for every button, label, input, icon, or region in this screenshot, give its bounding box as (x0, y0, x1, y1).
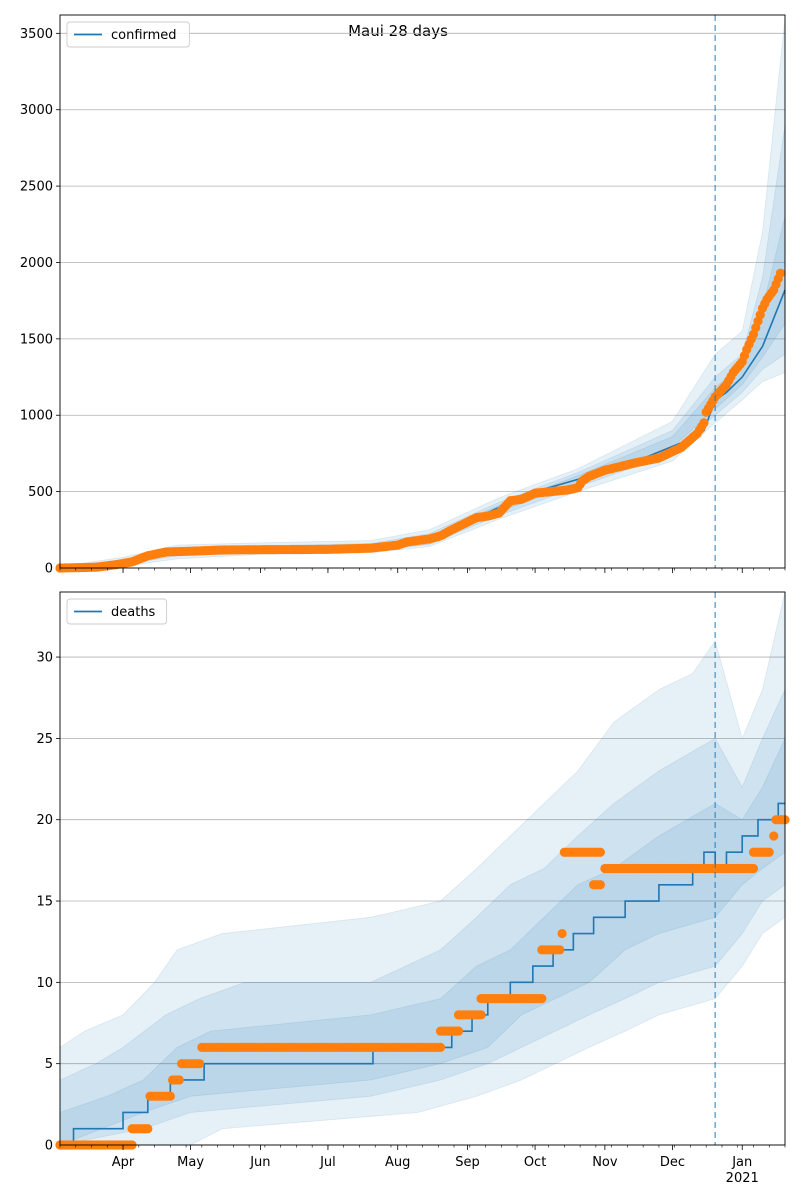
axes-frame (59, 591, 786, 1146)
x-tick-label: Nov (592, 1155, 618, 1170)
x-tick-label: Jun (249, 1155, 270, 1170)
y-tick-label: 0 (45, 1139, 53, 1154)
observed-point (595, 880, 605, 890)
observed-point (555, 945, 565, 955)
x-tick-label: Dec (660, 1155, 685, 1170)
x-tick-label: Sep (455, 1155, 480, 1170)
observed-point (769, 831, 779, 841)
y-tick-label: 10 (36, 976, 53, 991)
y-tick-label: 0 (45, 562, 53, 577)
x-tick-label: Oct (524, 1155, 546, 1170)
observed-point (435, 1042, 446, 1053)
x-tick-label: Jul (319, 1155, 336, 1170)
uncertainty-band-1 (59, 689, 786, 1146)
y-tick-label: 2000 (20, 256, 53, 271)
axes-frame (59, 14, 786, 569)
figure-title: Maui 28 days (348, 22, 448, 40)
x-tick-sublabel: 2021 (726, 1171, 759, 1186)
observed-point (699, 418, 709, 428)
legend-label: confirmed (111, 28, 177, 43)
uncertainty-band-0 (59, 591, 786, 1146)
y-tick-label: 30 (36, 651, 53, 666)
observed-point (174, 1075, 184, 1085)
legend-label: deaths (111, 605, 156, 620)
y-tick-label: 25 (36, 732, 53, 747)
legend-box (66, 21, 190, 48)
y-tick-label: 3000 (20, 103, 53, 118)
observed-point (165, 1091, 175, 1101)
y-tick-label: 500 (28, 485, 53, 500)
legend-box (66, 598, 168, 625)
y-tick-label: 20 (36, 813, 53, 828)
observed-point (453, 1026, 464, 1036)
uncertainty-band-2 (59, 216, 786, 569)
observed-point (194, 1059, 205, 1069)
y-tick-label: 15 (36, 895, 53, 910)
observed-point (775, 268, 786, 278)
x-tick-label: Apr (112, 1155, 135, 1170)
observed-point (143, 1124, 153, 1134)
x-tick-label: May (177, 1155, 204, 1170)
y-tick-label: 2500 (20, 180, 53, 195)
observed-point (557, 928, 567, 939)
deaths-panel: 0 5 10 15 20 25 30 Apr May Jun Jul Aug Sep Oct Nov Dec J… (36, 591, 790, 1186)
confirmed-panel: 0 500 1000 1500 2000 2500 3000 3500 confirmed (20, 14, 786, 577)
y-tick-label: 1500 (20, 332, 53, 347)
x-tick-label: Jan (731, 1155, 752, 1170)
uncertainty-band-1 (59, 124, 786, 569)
observed-point (476, 1010, 486, 1020)
observed-point (537, 994, 547, 1004)
uncertainty-band-0 (59, 18, 786, 569)
x-tick-label: Aug (385, 1155, 410, 1170)
y-tick-label: 5 (45, 1057, 53, 1072)
y-tick-label: 3500 (20, 27, 53, 42)
observed-point (764, 847, 774, 857)
y-tick-label: 1000 (20, 409, 53, 424)
observed-point (748, 863, 759, 874)
observed-point (595, 847, 605, 857)
